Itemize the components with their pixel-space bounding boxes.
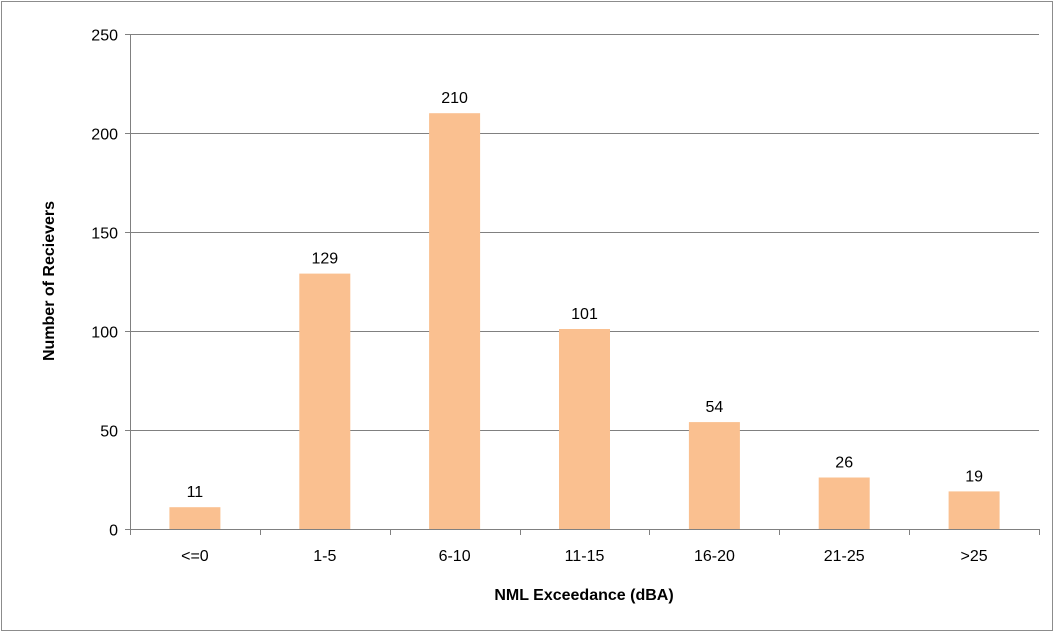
data-label: 101 [571,306,598,323]
x-tick-label: 16-20 [694,548,735,565]
x-tick-label: <=0 [181,548,209,565]
data-label: 54 [706,399,724,416]
data-label: 26 [835,455,853,472]
data-label: 210 [441,90,468,107]
x-tick-label: 1-5 [313,548,336,565]
y-tick-label: 250 [91,28,118,45]
y-tick-label: 150 [91,226,118,243]
x-tick-label: 6-10 [439,548,471,565]
gridlines [130,34,1039,431]
x-tick-label: 11-15 [565,548,605,565]
data-label: 129 [311,251,338,268]
bar [429,113,481,529]
x-tick-label: >25 [961,548,988,565]
bar [559,329,610,529]
y-tick-label: 100 [91,325,118,342]
bar [299,273,351,529]
axes [125,34,1040,535]
x-axis-title: NML Exceedance (dBA) [494,587,673,604]
bars [169,113,1000,529]
bar [688,422,740,529]
y-tick-label: 0 [109,523,118,540]
bar [169,507,221,529]
data-label: 19 [965,468,983,485]
bar [948,491,1000,529]
data-label: 11 [187,484,204,501]
labels: 0 50 100 150 200 250 11 <=0 129 1-5 210 6-10 101 11-1… [91,28,987,566]
y-tick-label: 200 [91,127,118,144]
y-axis-title: Number of Recievers [41,201,58,361]
y-tick-label: 50 [100,424,118,441]
bar [818,477,870,529]
x-tick-label: 21-25 [824,548,865,565]
